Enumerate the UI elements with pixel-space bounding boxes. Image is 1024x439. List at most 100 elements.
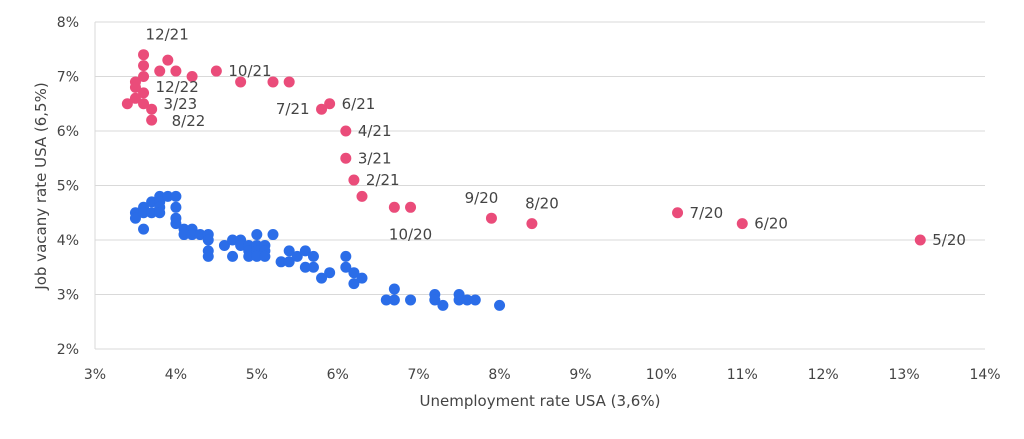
data-point	[146, 196, 158, 208]
x-tick-label: 5%	[246, 367, 268, 383]
data-point	[324, 267, 336, 279]
data-point	[170, 65, 182, 77]
data-point	[283, 245, 295, 257]
data-point	[267, 76, 279, 88]
data-point	[299, 245, 311, 257]
data-point	[348, 267, 360, 279]
data-point	[210, 65, 222, 77]
data-point	[283, 256, 295, 268]
point-label: 12/21	[146, 26, 189, 44]
x-tick-label: 8%	[488, 367, 510, 383]
data-point	[251, 229, 263, 241]
data-point	[356, 272, 368, 284]
x-tick-label: 11%	[727, 367, 758, 383]
data-point	[138, 98, 150, 110]
data-point	[526, 218, 538, 230]
data-point	[154, 207, 166, 219]
data-point	[138, 49, 150, 61]
x-tick-label: 4%	[165, 367, 187, 383]
data-point	[348, 174, 360, 186]
y-tick-label: 4%	[57, 233, 79, 249]
data-point	[316, 103, 328, 115]
point-label: 5/20	[932, 231, 966, 249]
point-label: 7/21	[276, 100, 310, 118]
data-point	[388, 201, 400, 213]
x-tick-label: 13%	[889, 367, 920, 383]
data-point	[388, 283, 400, 295]
data-point	[267, 229, 279, 241]
data-point	[291, 250, 303, 262]
point-label: 8/22	[172, 112, 206, 130]
data-point	[340, 250, 352, 262]
data-point	[162, 190, 174, 202]
data-point	[259, 250, 271, 262]
point-label: 6/21	[342, 95, 376, 113]
y-tick-label: 8%	[57, 15, 79, 31]
y-tick-label: 2%	[57, 342, 79, 358]
tick-labels: 2% 3% 4% 5% 6% 7% 8% 3% 4% 5% 6% 7% 8% 9% 10% 11% 12% 13%…	[57, 15, 1001, 383]
point-label: 10/20	[389, 225, 432, 243]
point-label: 3/21	[358, 149, 392, 167]
point-label: 7/20	[690, 204, 724, 222]
data-point	[129, 81, 141, 93]
data-point	[146, 207, 158, 219]
x-tick-label: 7%	[408, 367, 430, 383]
point-label: 9/20	[465, 189, 499, 207]
data-point	[178, 229, 190, 241]
data-point	[437, 299, 449, 311]
data-point	[170, 218, 182, 230]
point-label: 6/20	[754, 215, 788, 233]
point-label: 2/21	[366, 171, 400, 189]
data-point	[316, 272, 328, 284]
data-point	[154, 65, 166, 77]
data-point	[388, 294, 400, 306]
data-point	[170, 190, 182, 202]
data-point	[494, 299, 506, 311]
data-point	[138, 223, 150, 235]
data-point	[227, 234, 239, 246]
data-point	[218, 239, 230, 251]
point-label: 12/22	[156, 78, 199, 96]
data-point	[251, 250, 263, 262]
data-point	[461, 294, 473, 306]
data-point	[202, 234, 214, 246]
data-point	[299, 261, 311, 273]
y-tick-label: 3%	[57, 288, 79, 304]
data-point	[129, 92, 141, 104]
data-point	[202, 250, 214, 262]
data-point	[227, 250, 239, 262]
data-point	[324, 98, 336, 110]
data-point	[138, 60, 150, 72]
data-point	[146, 103, 158, 115]
x-tick-label: 14%	[969, 367, 1000, 383]
data-point	[186, 229, 198, 241]
data-point	[307, 250, 319, 262]
data-point	[138, 87, 150, 99]
data-point	[194, 229, 206, 241]
data-point	[736, 218, 748, 230]
data-point	[672, 207, 684, 219]
data-point	[307, 261, 319, 273]
x-tick-label: 9%	[569, 367, 591, 383]
data-point	[121, 98, 133, 110]
point-label: 3/23	[164, 95, 198, 113]
x-tick-label: 10%	[646, 367, 677, 383]
data-point	[146, 114, 158, 126]
point-label: 4/21	[358, 122, 392, 140]
data-point	[429, 294, 441, 306]
y-tick-label: 6%	[57, 124, 79, 140]
data-point	[235, 239, 247, 251]
data-point	[340, 261, 352, 273]
data-point	[469, 294, 481, 306]
data-point	[485, 212, 497, 224]
data-point	[170, 201, 182, 213]
data-point	[243, 250, 255, 262]
data-point	[453, 294, 465, 306]
x-tick-label: 3%	[84, 367, 106, 383]
data-points	[121, 49, 926, 311]
y-tick-label: 5%	[57, 179, 79, 195]
data-point	[138, 71, 150, 82]
y-axis-title: Job vacany rate USA (6,5%)	[32, 82, 50, 290]
x-tick-label: 12%	[808, 367, 839, 383]
